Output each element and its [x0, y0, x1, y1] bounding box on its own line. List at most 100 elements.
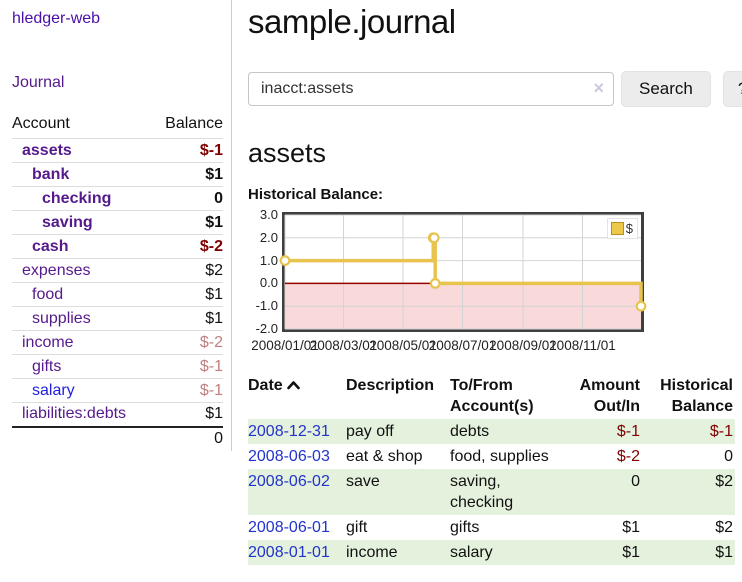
transaction-accounts: saving, checking [450, 473, 514, 511]
account-row-cash: cash $-2 [12, 234, 223, 259]
transaction-amount: $1 [622, 544, 640, 561]
account-link-bank[interactable]: bank [32, 165, 70, 183]
x-tick-label: 2008/01/01 [251, 338, 319, 353]
account-link-income[interactable]: income [22, 333, 74, 351]
x-tick-label: 2008/03/01 [309, 338, 378, 353]
accounts-total-value: 0 [214, 430, 223, 447]
main-content: sample.journal × Search ? assets Histori… [232, 0, 742, 565]
transaction-accounts: debts [450, 423, 490, 440]
transaction-amount: $-1 [616, 423, 640, 440]
search-button[interactable]: Search [621, 71, 711, 107]
account-balance: $-1 [199, 381, 223, 399]
transaction-balance: $1 [715, 544, 733, 561]
account-balance: $-2 [199, 237, 223, 255]
account-link-salary[interactable]: salary [32, 381, 75, 399]
account-row-income: income $-2 [12, 330, 223, 355]
register-row: 2008-06-03 eat & shop food, supplies $-2… [248, 444, 735, 469]
legend-swatch-icon [610, 222, 624, 235]
account-balance: $-1 [199, 357, 223, 375]
account-balance: $1 [205, 309, 223, 327]
account-link-food[interactable]: food [32, 285, 64, 303]
account-link-cash[interactable]: cash [32, 237, 69, 255]
account-link-saving[interactable]: saving [42, 213, 93, 231]
transaction-date-link[interactable]: 2008-01-01 [248, 544, 330, 561]
transaction-description: eat & shop [346, 448, 423, 465]
transaction-balance: $2 [715, 473, 733, 490]
transaction-description: gift [346, 519, 368, 536]
date-column-header[interactable]: Date [248, 373, 346, 419]
account-balance: 0 [214, 189, 223, 207]
chart-plot-area: $ [279, 212, 647, 332]
account-balance: $-2 [199, 333, 223, 351]
y-tick-label: 3.0 [259, 207, 278, 222]
help-button[interactable]: ? [722, 71, 742, 107]
account-row-supplies: supplies $1 [12, 306, 223, 331]
transaction-date-link[interactable]: 2008-06-02 [248, 473, 330, 490]
account-heading: assets [248, 138, 327, 168]
account-link-assets[interactable]: assets [22, 141, 72, 159]
account-balance: $1 [205, 213, 223, 231]
page: hledger-web Journal Account Balance asse… [0, 0, 742, 565]
account-row-liabilities-debts: liabilities:debts $1 [12, 402, 223, 427]
accounts-table: Account Balance assets $-1 bank $1 check… [12, 112, 223, 451]
historical-balance-chart: 3.0 2.0 1.0 0.0 -1.0 -2.0 $ 2008/01/01 2008/03… [248, 208, 648, 354]
sidebar: hledger-web Journal Account Balance asse… [0, 0, 232, 451]
account-link-expenses[interactable]: expenses [22, 261, 91, 279]
description-column-header: Description [346, 377, 435, 394]
page-title: sample.journal [248, 3, 456, 40]
account-link-gifts[interactable]: gifts [32, 357, 62, 375]
account-row-expenses: expenses $2 [12, 258, 223, 283]
account-link-liabilities-debts[interactable]: liabilities:debts [22, 405, 127, 423]
app-title-link[interactable]: hledger-web [12, 10, 101, 27]
register-row: 2008-06-02 save saving, checking 0 $2 [248, 469, 735, 515]
account-row-checking: checking 0 [12, 186, 223, 211]
transaction-accounts: gifts [450, 519, 480, 536]
y-tick-label: 2.0 [259, 229, 278, 245]
amount-column-header: Amount Out/In [579, 377, 640, 415]
transaction-accounts: food, supplies [450, 448, 549, 465]
account-link-checking[interactable]: checking [42, 189, 112, 207]
account-balance: $1 [205, 165, 223, 183]
register-header-row: Date Description To/From Account(s) Amou… [248, 373, 735, 419]
account-balance: $-1 [199, 141, 223, 159]
sort-ascending-icon [286, 375, 300, 396]
transaction-amount: 0 [631, 473, 640, 490]
balance-column-header: Balance [165, 115, 223, 132]
register-row: 2008-12-31 pay off debts $-1 $-1 [248, 419, 735, 444]
transaction-balance: $-1 [709, 423, 733, 440]
account-row-gifts: gifts $-1 [12, 354, 223, 379]
register-row: 2008-01-01 income salary $1 $1 [248, 540, 735, 565]
y-tick-label: -2.0 [255, 321, 278, 336]
x-tick-label: 2008/09/01 [489, 338, 557, 353]
transaction-balance: 0 [724, 448, 733, 465]
clear-search-icon[interactable]: × [593, 78, 604, 98]
account-link-supplies[interactable]: supplies [32, 309, 91, 327]
chart-canvas [279, 214, 647, 330]
transaction-date-link[interactable]: 2008-06-01 [248, 519, 330, 536]
transaction-balance: $2 [715, 519, 733, 536]
sidebar-item-journal[interactable]: Journal [12, 74, 65, 91]
x-tick-label: 2008/07/01 [428, 338, 497, 353]
transaction-date-link[interactable]: 2008-12-31 [248, 423, 330, 440]
transaction-description: pay off [346, 423, 394, 440]
account-row-bank: bank $1 [12, 162, 223, 187]
legend-label: $ [625, 221, 633, 236]
account-row-assets: assets $-1 [12, 138, 223, 163]
transaction-description: income [346, 544, 398, 561]
account-row-saving: saving $1 [12, 210, 223, 235]
accounts-total-row: 0 [12, 426, 223, 451]
account-balance: $1 [205, 405, 223, 423]
transaction-date-link[interactable]: 2008-06-03 [248, 448, 330, 465]
y-tick-label: 0.0 [259, 275, 278, 291]
balance-column-header: Historical Balance [660, 377, 733, 415]
search-bar: × Search ? [248, 71, 742, 107]
search-input[interactable] [248, 72, 614, 106]
accounts-header-row: Account Balance [12, 112, 223, 139]
transaction-amount: $-2 [616, 448, 640, 465]
transaction-accounts: salary [450, 544, 493, 561]
chart-legend: $ [606, 218, 638, 239]
y-tick-label: 1.0 [259, 252, 278, 268]
x-tick-label: 2008/11/01 [549, 338, 616, 353]
tofrom-column-header: To/From Account(s) [450, 377, 534, 415]
account-row-food: food $1 [12, 282, 223, 307]
